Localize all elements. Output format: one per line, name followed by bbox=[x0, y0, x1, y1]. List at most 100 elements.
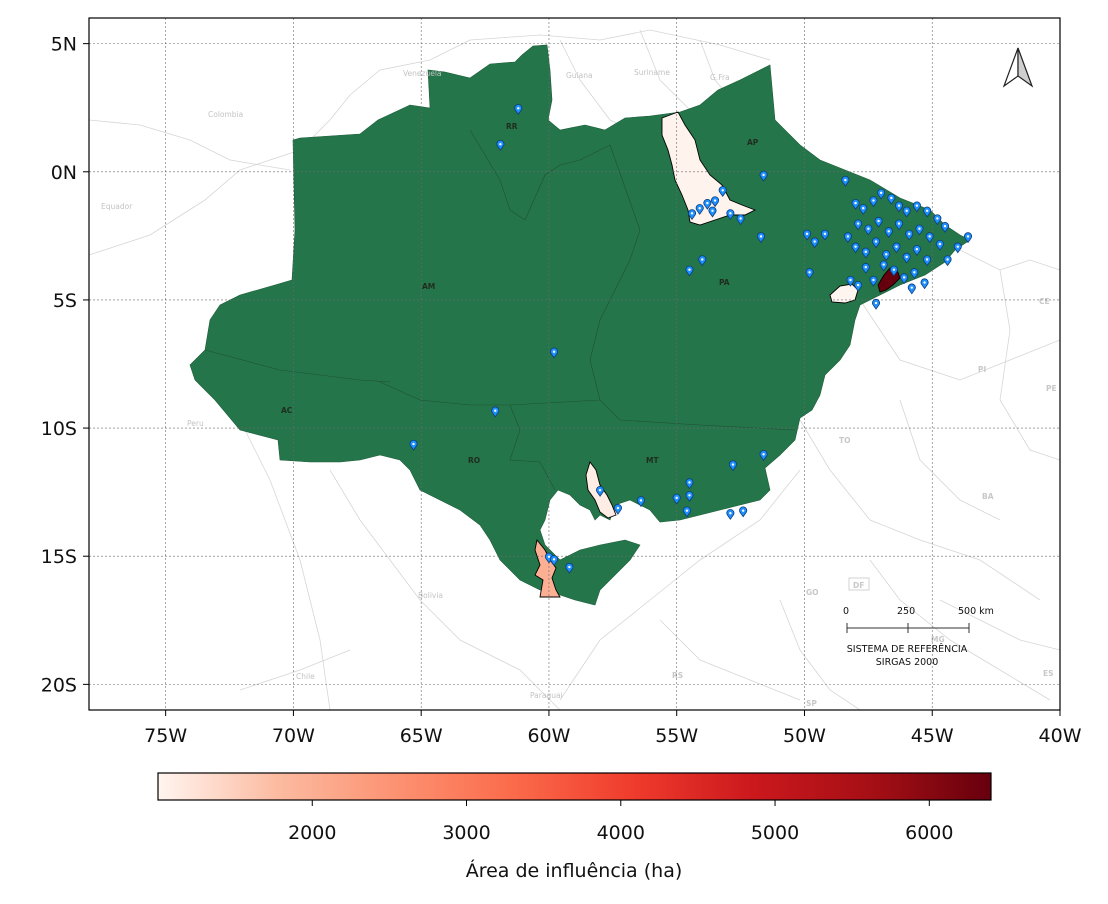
colorbar-tick-label-1: 3000 bbox=[442, 822, 490, 844]
location-marker bbox=[739, 506, 748, 518]
location-marker bbox=[943, 255, 952, 267]
location-marker bbox=[900, 273, 909, 285]
location-marker bbox=[550, 555, 559, 567]
country-label-guiana: Guiana bbox=[566, 71, 593, 80]
location-marker bbox=[964, 232, 972, 244]
legal-amazon-region bbox=[189, 44, 971, 606]
location-marker bbox=[910, 268, 919, 279]
country-label-chile: Chile bbox=[296, 672, 315, 681]
location-marker bbox=[859, 204, 868, 215]
country-label-gfra: G.Fra bbox=[710, 73, 730, 82]
country-label-peru: Peru bbox=[187, 419, 204, 428]
location-marker bbox=[851, 242, 860, 254]
location-marker bbox=[805, 268, 814, 279]
location-marker bbox=[550, 347, 559, 359]
location-marker bbox=[682, 506, 691, 518]
location-marker bbox=[496, 140, 505, 151]
state-label-to: TO bbox=[839, 436, 851, 445]
location-marker bbox=[915, 224, 924, 236]
state-label-es: ES bbox=[1043, 669, 1054, 678]
location-marker bbox=[892, 242, 901, 254]
neighbor-borders bbox=[89, 29, 1060, 710]
x-tick-label-6: 45W bbox=[911, 725, 954, 747]
location-marker bbox=[882, 250, 891, 262]
location-marker bbox=[887, 193, 896, 205]
state-label-ac: AC bbox=[281, 406, 293, 415]
state-label-ba: BA bbox=[982, 492, 994, 501]
state-label-rs: RS bbox=[672, 671, 683, 680]
location-marker bbox=[596, 486, 605, 497]
location-marker bbox=[912, 201, 921, 213]
location-marker bbox=[672, 493, 681, 505]
state-label-pe: PE bbox=[1046, 384, 1057, 393]
x-tick-label-0: 75W bbox=[144, 725, 187, 747]
map-content: RR AP AM PA AC RO MT Venezuela Guiana Su… bbox=[89, 18, 1060, 710]
location-marker bbox=[877, 188, 886, 200]
location-marker bbox=[854, 280, 863, 292]
state-label-ce: CE bbox=[1039, 297, 1050, 306]
location-marker bbox=[895, 219, 904, 231]
colorbar-tick-label-0: 2000 bbox=[288, 822, 336, 844]
y-tick-label-4: 15S bbox=[41, 546, 77, 568]
scale-tick-250: 250 bbox=[897, 606, 915, 617]
location-marker bbox=[728, 460, 737, 472]
location-marker bbox=[933, 214, 942, 226]
colorbar-tick-label-2: 4000 bbox=[597, 822, 645, 844]
location-marker bbox=[846, 275, 855, 287]
location-marker bbox=[884, 227, 893, 238]
state-label-ap: AP bbox=[747, 138, 759, 147]
x-tick-label-2: 65W bbox=[400, 725, 443, 747]
location-marker bbox=[803, 229, 812, 241]
location-marker bbox=[864, 224, 873, 236]
location-marker bbox=[872, 237, 881, 249]
location-marker bbox=[820, 229, 829, 241]
location-marker bbox=[874, 216, 883, 228]
location-marker bbox=[923, 255, 932, 267]
state-label-am: AM bbox=[422, 282, 435, 291]
location-markers bbox=[409, 104, 972, 574]
location-marker bbox=[869, 275, 878, 287]
state-label-mg: MG bbox=[931, 635, 945, 644]
y-tick-label-3: 10S bbox=[41, 418, 77, 440]
state-label-go: GO bbox=[806, 588, 819, 597]
location-marker bbox=[688, 209, 697, 221]
location-marker bbox=[843, 232, 852, 244]
axis-ticks: 75W 70W 65W 60W 55W 50W 45W 40W 5N 0N 5S 10S 15S 20S bbox=[41, 34, 1082, 747]
x-tick-label-1: 70W bbox=[272, 725, 315, 747]
location-marker bbox=[685, 478, 694, 490]
location-marker bbox=[872, 298, 881, 310]
location-marker bbox=[685, 491, 694, 502]
location-marker bbox=[869, 196, 878, 208]
location-marker bbox=[613, 503, 622, 515]
location-marker bbox=[514, 104, 523, 115]
location-marker bbox=[925, 232, 934, 244]
location-marker bbox=[841, 175, 850, 187]
colorbar: 2000 3000 4000 5000 6000 Área de influência … bbox=[157, 772, 992, 882]
colorbar-tick-label-4: 6000 bbox=[905, 822, 953, 844]
location-marker bbox=[902, 206, 911, 218]
location-marker bbox=[409, 439, 418, 451]
location-marker bbox=[935, 239, 944, 251]
x-tick-label-5: 50W bbox=[783, 725, 826, 747]
country-label-colombia: Colombia bbox=[208, 110, 243, 119]
location-marker bbox=[810, 237, 819, 249]
y-tick-label-1: 0N bbox=[51, 162, 77, 184]
country-label-bolivia: Bolivia bbox=[418, 591, 443, 600]
location-marker bbox=[695, 204, 704, 215]
location-marker bbox=[636, 496, 645, 508]
scale-reference-line1: SISTEMA DE REFERÊNCIA bbox=[847, 643, 968, 655]
location-marker bbox=[953, 242, 962, 254]
x-tick-label-7: 40W bbox=[1039, 725, 1082, 747]
country-label-equador: Equador bbox=[101, 202, 133, 211]
other-state-labels: CE PI PE TO BA GO DF MG ES RS SP bbox=[672, 297, 1057, 708]
location-marker bbox=[736, 214, 745, 226]
north-arrow-icon bbox=[1002, 47, 1034, 88]
location-marker bbox=[923, 206, 932, 218]
axes-frame bbox=[88, 17, 1061, 711]
location-marker bbox=[854, 219, 863, 231]
x-tick-label-4: 55W bbox=[655, 725, 698, 747]
scale-tick-500: 500 km bbox=[958, 606, 994, 617]
location-marker bbox=[941, 222, 950, 233]
location-marker bbox=[757, 232, 766, 244]
state-label-mt: MT bbox=[646, 456, 659, 465]
